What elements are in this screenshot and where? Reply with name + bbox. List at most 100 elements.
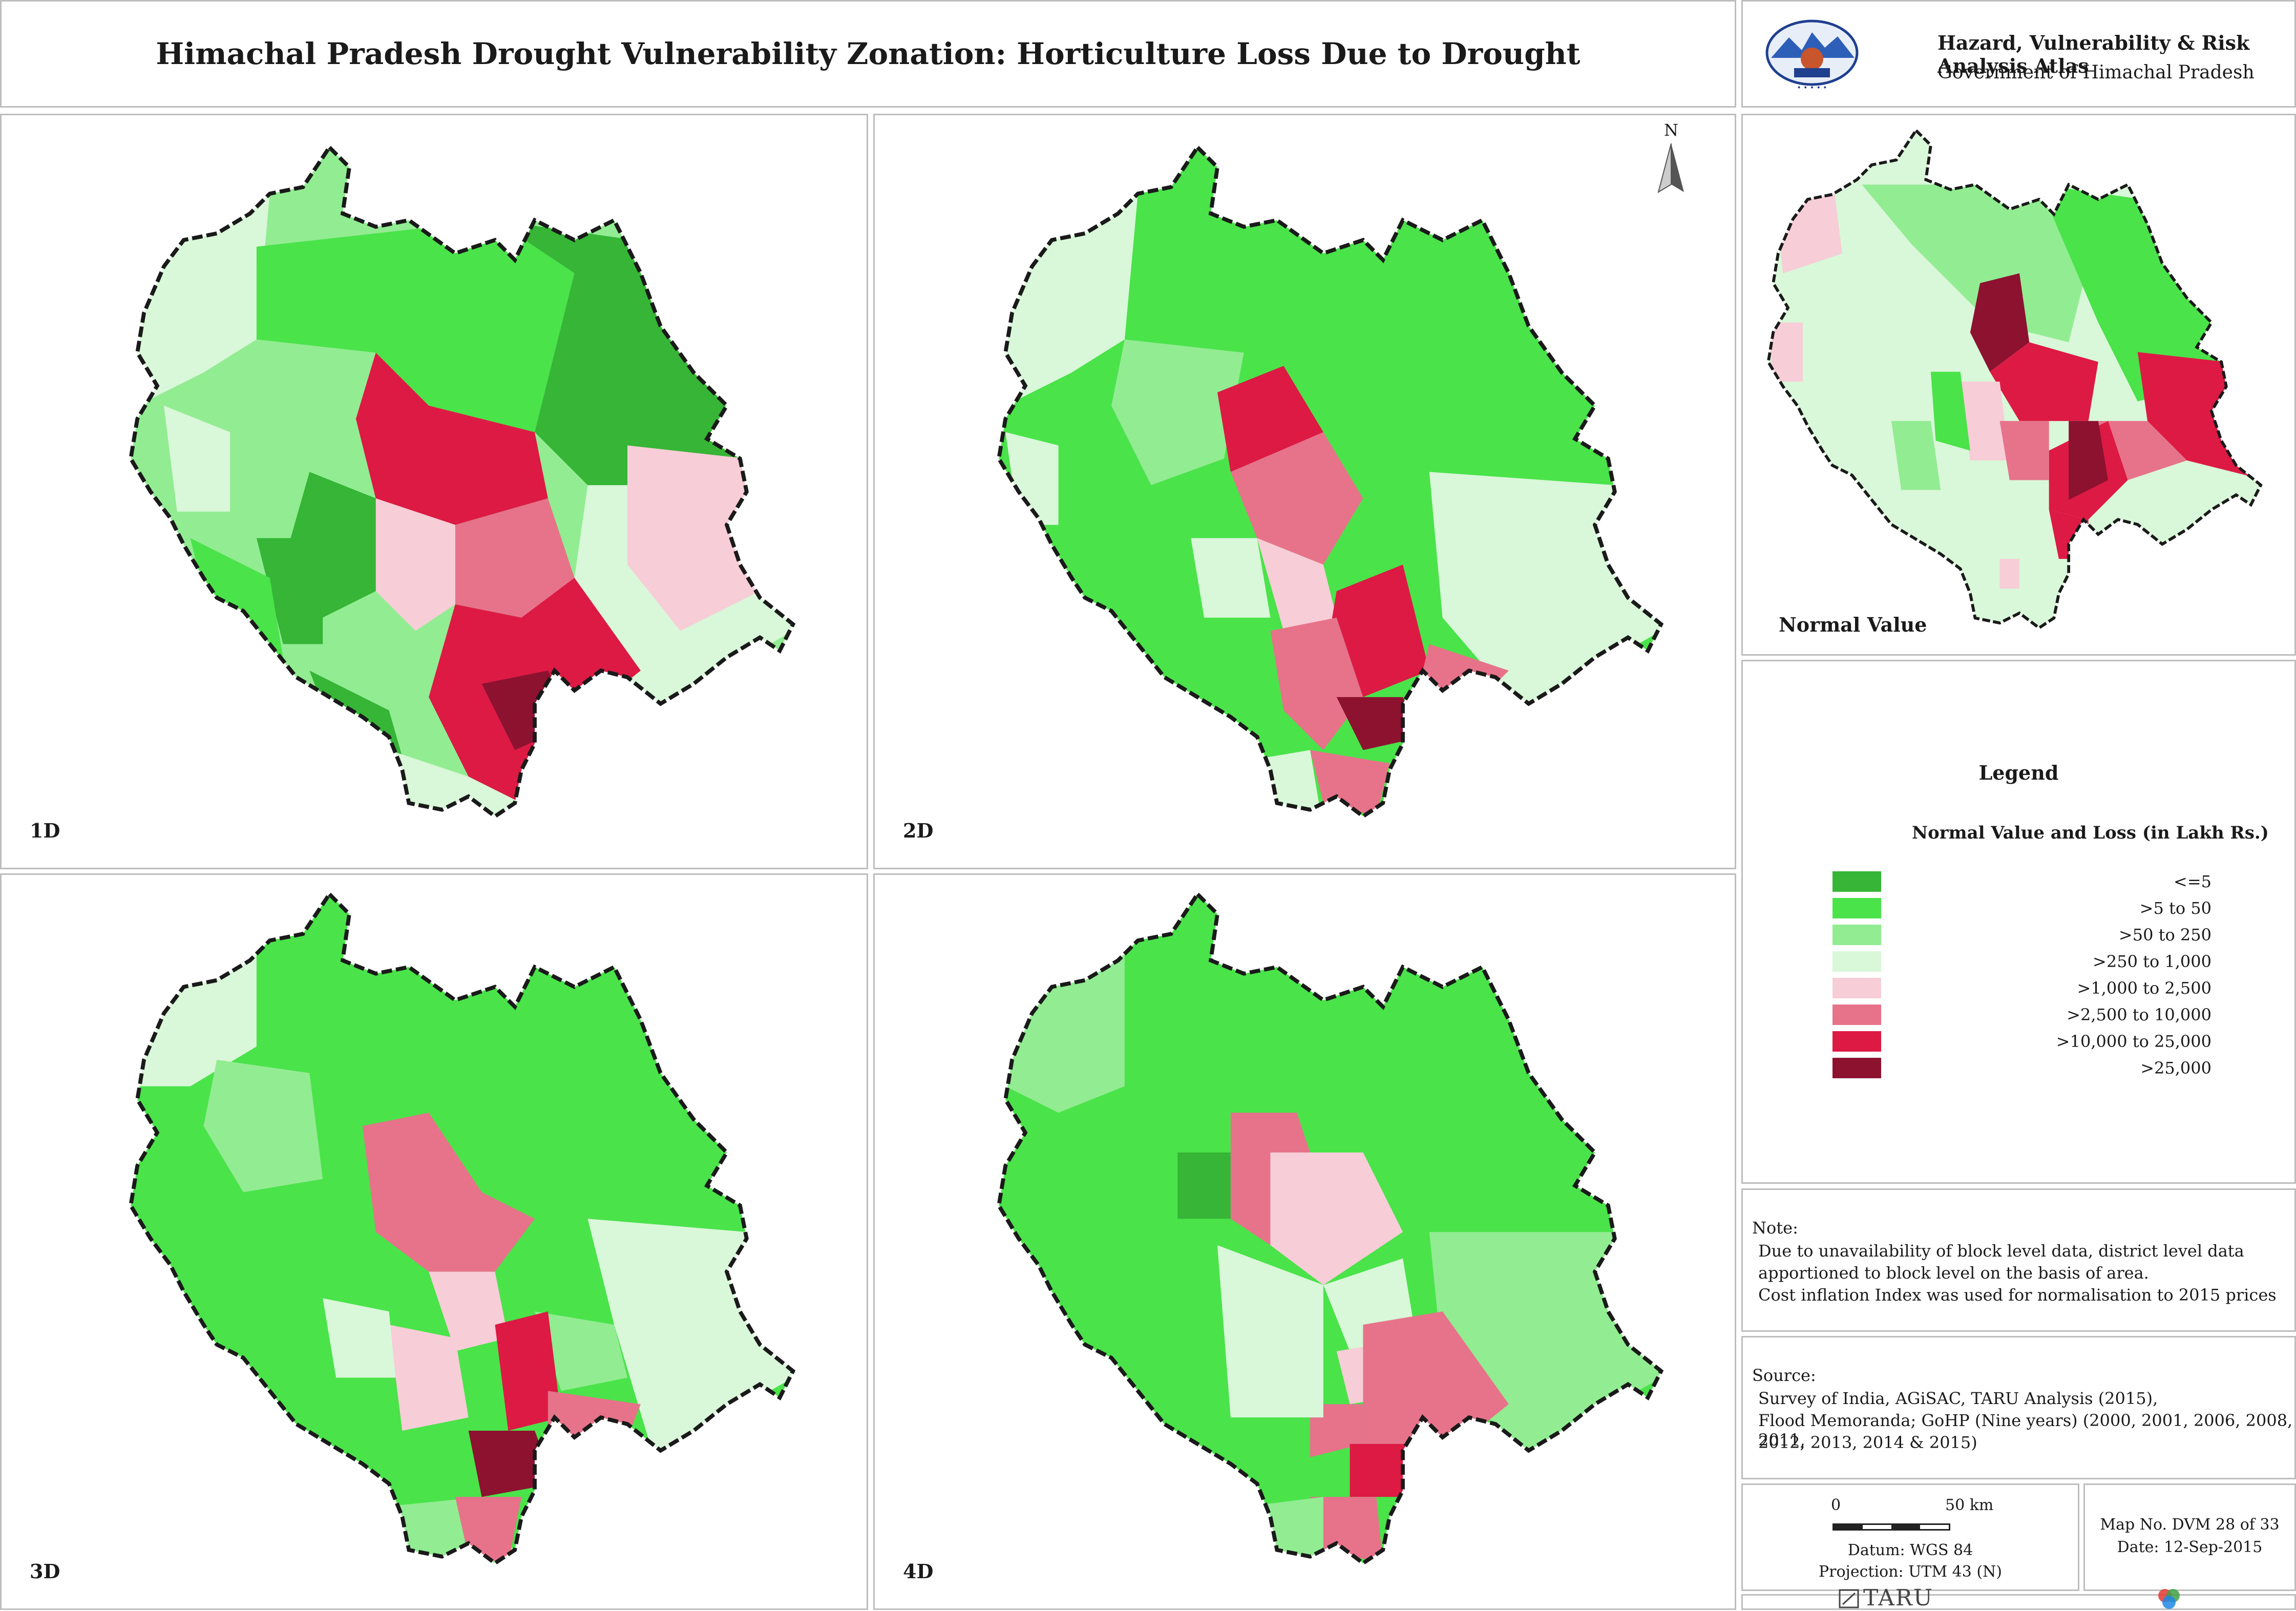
map-zone [389,750,522,817]
note-line: Due to unavailability of block level dat… [1758,1241,2244,1261]
district-map-3d [58,875,826,1602]
svg-text:• • • • •: • • • • • [1797,84,1827,92]
map-number: Map No. DVM 28 of 33 [2100,1516,2280,1534]
district-map-2d [926,115,1694,868]
scale-bar [1832,1523,1950,1531]
legend-item: <=5 [1832,871,2211,892]
legend-item: >50 to 250 [1832,925,2211,945]
map-panel-2d: N 2D [873,114,1736,869]
map-zone [163,405,230,512]
map-panel-1d: 1D [0,114,868,869]
map-label-2d: 2D [903,819,934,842]
map-zone [1270,617,1363,750]
map-zone [1217,1245,1323,1418]
legend-swatch [1832,925,1881,945]
district-map-1d [58,115,826,868]
legend-item: >5 to 50 [1832,898,2211,918]
map-zone [1111,339,1244,486]
atlas-title: Hazard, Vulnerability & Risk Analysis At… [1937,31,2250,77]
map-zone [627,445,760,631]
map-zone [1768,322,1803,382]
legend-item: >10,000 to 25,000 [1832,1031,2211,1052]
taru-name: TARU [1863,1585,1933,1611]
source-line: Flood Memoranda; GoHP (Nine years) (2000… [1758,1411,2293,1450]
map-zone [1930,371,1970,451]
map-zone [1891,421,1941,490]
map-zone [2088,421,2187,480]
map-zone [1350,1443,1429,1497]
legend-item: >250 to 1,000 [1832,951,2211,972]
legend-swatch [1832,1031,1881,1052]
map-zone [455,498,575,618]
map-title: Himachal Pradesh Drought Vulnerability Z… [156,36,1581,71]
map-zone [495,1311,561,1431]
north-arrow-icon [1657,143,1684,194]
map-date: Date: 12-Sep-2015 [2117,1538,2263,1556]
government-emblem-logo: • • • • • [1765,19,1859,92]
legend-swatch [1832,978,1881,998]
legend-label: >5 to 50 [2139,898,2211,918]
source-heading: Source: [1752,1366,1816,1385]
map-zone [355,352,548,525]
map-zone [1970,273,2030,372]
map-zone [1999,421,2049,480]
map-zone [1217,1497,1323,1563]
note-heading: Note: [1752,1218,1798,1238]
legend-swatch [1832,1058,1881,1078]
district-map-4d [926,875,1694,1602]
source-line: 2012, 2013, 2014 & 2015) [1758,1433,1977,1452]
map-zone [1230,432,1363,565]
legend-subtitle: Normal Value and Loss (in Lakh Rs.) [1912,823,2269,843]
legend-label: >10,000 to 25,000 [2056,1032,2211,1051]
legend-swatch [1832,898,1881,918]
title-panel: Himachal Pradesh Drought Vulnerability Z… [0,0,1736,108]
map-zone [203,1059,323,1192]
map-zone [535,1311,628,1391]
map-zone [2069,421,2109,500]
legend-label: >250 to 1,000 [2093,952,2211,971]
map-zone [1862,184,2098,343]
footer-panel [1741,1594,2296,1610]
map-zone [1177,1152,1231,1219]
map-label-4d: 4D [903,1560,934,1583]
district-map-normal-value [1743,125,2296,638]
scale-end-label: 50 km [1945,1496,1994,1514]
north-arrow: N [1651,120,1692,197]
map-zone [375,498,455,631]
map-zone [547,1391,641,1471]
legend-item: >2,500 to 10,000 [1832,1005,2211,1025]
legend-label: >25,000 [2140,1058,2211,1078]
legend-label: <=5 [2174,872,2211,891]
map-label-1d: 1D [30,819,60,842]
rgb-circles-logo [2158,1589,2180,1609]
map-zone [1191,538,1271,618]
source-line: Survey of India, AGiSAC, TARU Analysis (… [1758,1389,2158,1408]
map-info-panel: Map No. DVM 28 of 33 Date: 12-Sep-2015 [2083,1483,2296,1591]
legend-label: >2,500 to 10,000 [2067,1005,2211,1024]
legend-item: >1,000 to 2,500 [1832,978,2211,998]
note-line: Cost inflation Index was used for normal… [1758,1285,2277,1305]
normal-value-label: Normal Value [1779,613,1927,636]
scale-panel: 0 50 km Datum: WGS 84 Projection: UTM 43… [1741,1483,2079,1591]
legend-heading: Legend [1978,761,2059,784]
legend-label: >1,000 to 2,500 [2077,978,2212,998]
legend-swatch [1832,871,1881,892]
legend-swatch [1832,1005,1881,1025]
projection-text: Projection: UTM 43 (N) [1818,1563,2003,1581]
map-panel-4d: 4D [873,873,1736,1610]
datum-text: Datum: WGS 84 [1847,1541,1973,1559]
map-label-3d: 3D [30,1560,60,1583]
map-zone [323,1298,396,1378]
normal-value-panel: Normal Value [1741,114,2296,656]
taru-logo-icon [1839,1589,1859,1608]
map-panel-3d: 3D [0,873,868,1610]
map-zone [256,220,575,432]
legend-swatch [1832,951,1881,972]
map-zone [1270,1152,1403,1285]
source-panel: Source: Survey of India, AGiSAC, TARU An… [1741,1336,2296,1479]
map-zone [1960,382,2010,461]
atlas-header-panel: • • • • • Hazard, Vulnerability & Risk A… [1741,0,2296,108]
legend-item: >25,000 [1832,1058,2211,1078]
map-zone [429,1271,509,1351]
legend-label: >50 to 250 [2118,925,2211,945]
